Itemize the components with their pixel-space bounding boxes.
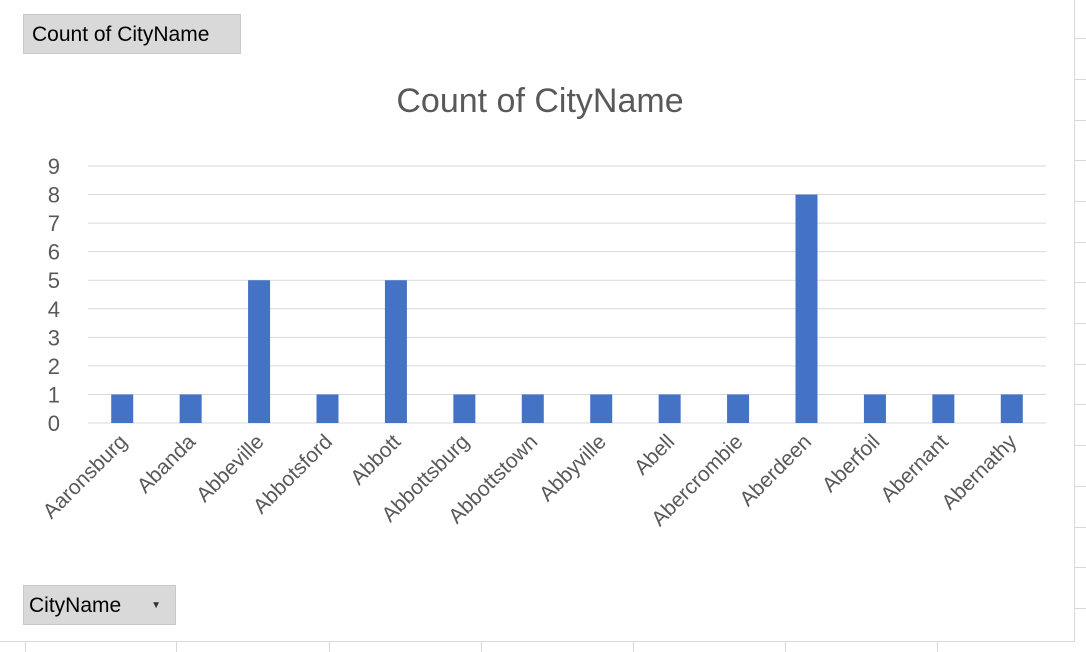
value-field-label: Count of CityName	[32, 23, 210, 46]
bar	[384, 280, 407, 423]
bar	[1000, 394, 1023, 423]
y-tick-label: 3	[48, 325, 60, 350]
value-field-button[interactable]: Count of CityName	[23, 14, 241, 54]
y-tick-label: 5	[48, 268, 60, 293]
y-tick-label: 7	[48, 211, 60, 236]
chart-area[interactable]	[0, 0, 1075, 642]
chevron-down-icon[interactable]: ▼	[151, 600, 161, 611]
chart-title: Count of CityName	[396, 82, 684, 120]
y-tick-label: 1	[48, 382, 60, 407]
bar	[521, 394, 544, 423]
x-tick-label: Abernathy	[937, 430, 1021, 514]
axis-field-label: CityName	[29, 594, 122, 617]
y-tick-label: 9	[48, 154, 60, 179]
x-tick-label: Abbott	[346, 430, 405, 489]
y-tick-label: 8	[48, 183, 60, 208]
bar	[658, 394, 681, 423]
bar	[316, 394, 339, 423]
bar	[932, 394, 955, 423]
bar	[863, 394, 886, 423]
x-tick-label: Abanda	[133, 430, 201, 498]
x-tick-label: Aaronsburg	[39, 430, 132, 523]
x-tick-label: Aberdeen	[735, 430, 816, 511]
y-tick-label: 0	[48, 411, 60, 436]
bar	[111, 394, 134, 423]
bar	[727, 394, 750, 423]
sheet-gridlines-bottom	[0, 642, 1086, 652]
bar	[795, 194, 818, 423]
x-tick-label: Aberfoil	[818, 430, 885, 497]
sheet-gridlines-right	[1075, 0, 1086, 652]
x-tick-label: Abell	[630, 430, 679, 479]
bar	[453, 394, 476, 423]
y-tick-label: 2	[48, 354, 60, 379]
axis-field-button[interactable]: CityName ▼	[23, 585, 176, 625]
bar	[179, 394, 202, 423]
y-tick-label: 4	[48, 297, 60, 322]
x-tick-label: Abbyville	[535, 430, 611, 506]
y-tick-label: 6	[48, 240, 60, 265]
bar	[590, 394, 613, 423]
bar	[248, 280, 271, 423]
